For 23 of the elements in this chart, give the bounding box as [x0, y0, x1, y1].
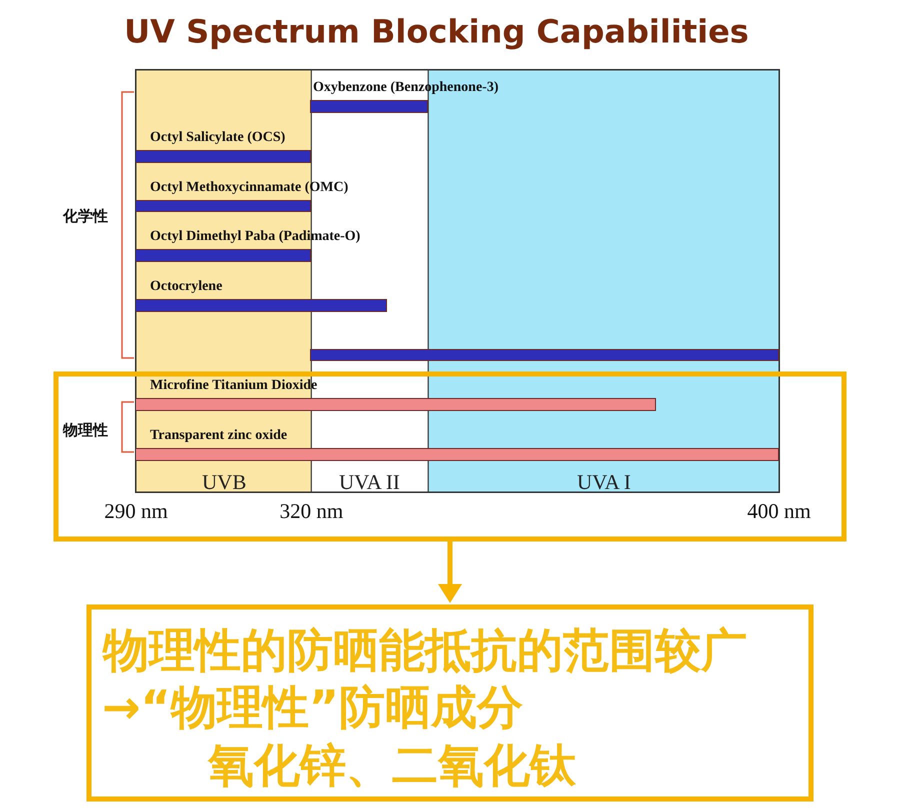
x-tick-label: 320 nm [280, 499, 344, 524]
bar [310, 349, 779, 361]
y-tick-label: Octocrylene [150, 279, 222, 294]
text: 化学性 [62, 207, 108, 225]
text: →“物理性”防晒成分 [102, 680, 524, 734]
x-tick-label: 290 nm [104, 499, 168, 524]
text: 氧化锌、二氧化钛 [207, 738, 577, 792]
y-tick-label: Transparent zinc oxide [150, 428, 288, 443]
bar [136, 150, 311, 163]
bar [136, 448, 779, 461]
band-label: UVA II [339, 470, 400, 494]
x-tick-label: 400 nm [747, 499, 811, 524]
bar [136, 200, 311, 212]
text: 物理性 [62, 421, 108, 439]
band-label: UVA I [577, 470, 631, 494]
band-label: UVB [202, 470, 246, 494]
chart-title: UV Spectrum Blocking Capabilities [124, 12, 749, 51]
text: 物理性的防晒能抵抗的范围较广 [102, 623, 747, 677]
bar [136, 249, 311, 262]
bar [310, 100, 428, 113]
bar [136, 398, 656, 411]
y-tick-label: Octyl Salicylate (OCS) [150, 130, 286, 145]
bar [136, 299, 387, 312]
